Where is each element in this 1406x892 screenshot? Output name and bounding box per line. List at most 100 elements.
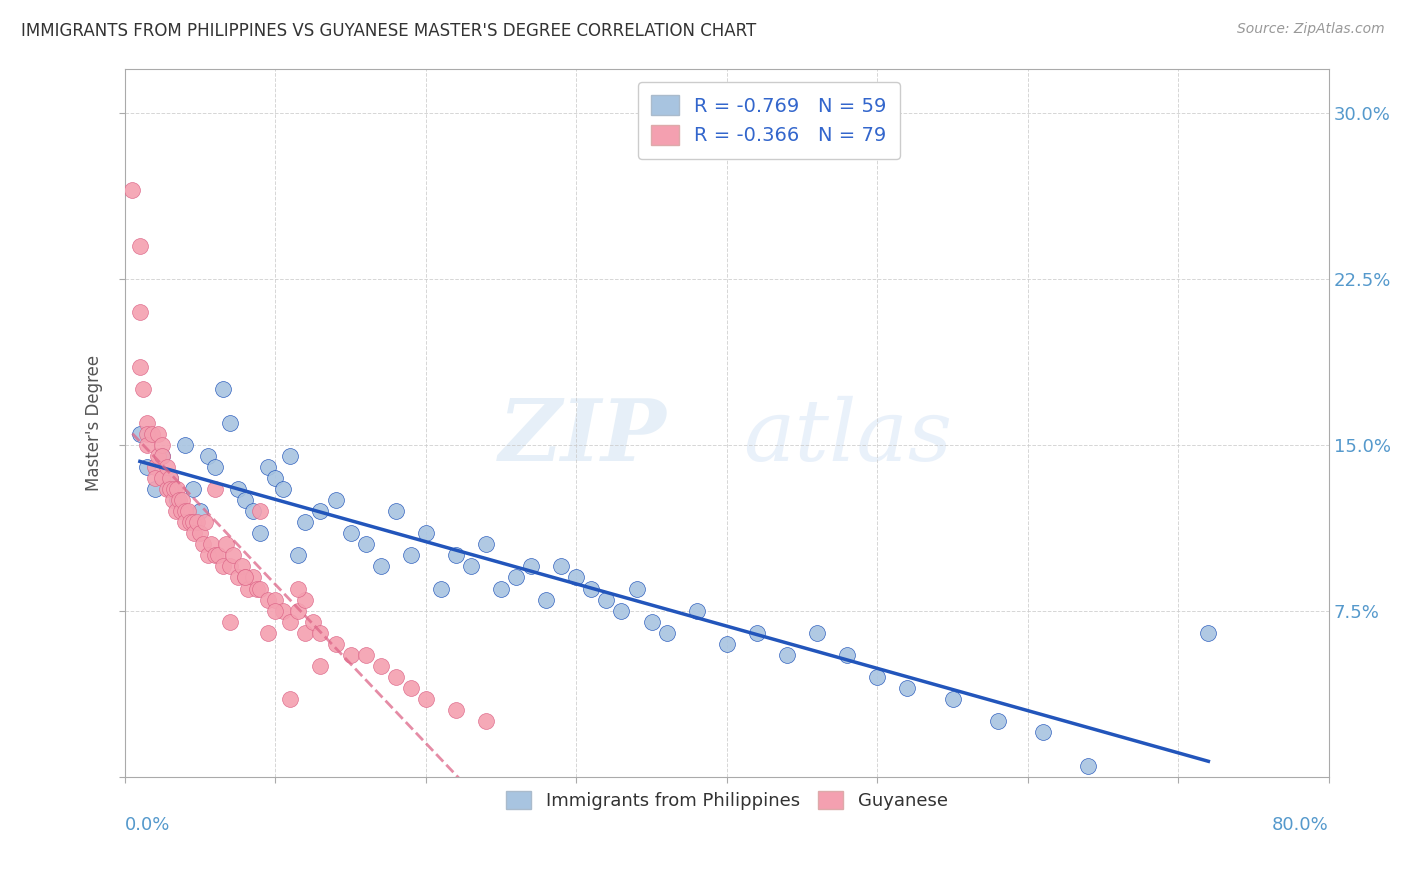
Point <box>166 493 188 508</box>
Point <box>444 549 467 563</box>
Point <box>233 493 256 508</box>
Point <box>159 482 181 496</box>
Point <box>219 615 242 629</box>
Point <box>141 426 163 441</box>
Point <box>837 648 859 662</box>
Legend: Immigrants from Philippines, Guyanese: Immigrants from Philippines, Guyanese <box>495 780 959 821</box>
Point <box>280 449 302 463</box>
Point <box>188 526 211 541</box>
Point <box>581 582 603 596</box>
Point <box>143 471 166 485</box>
Point <box>121 183 143 197</box>
Point <box>191 537 214 551</box>
Text: IMMIGRANTS FROM PHILIPPINES VS GUYANESE MASTER'S DEGREE CORRELATION CHART: IMMIGRANTS FROM PHILIPPINES VS GUYANESE … <box>21 22 756 40</box>
Point <box>152 449 174 463</box>
Point <box>152 438 174 452</box>
Point <box>309 625 332 640</box>
Point <box>181 515 204 529</box>
Point <box>186 515 208 529</box>
Point <box>197 549 219 563</box>
Point <box>136 459 159 474</box>
Point <box>219 559 242 574</box>
Point <box>174 438 197 452</box>
Point <box>384 670 406 684</box>
Point <box>242 570 264 584</box>
Point <box>159 471 181 485</box>
Point <box>987 714 1010 729</box>
Point <box>354 648 377 662</box>
Point <box>294 515 316 529</box>
Point <box>256 625 278 640</box>
Point <box>370 659 392 673</box>
Point <box>280 615 302 629</box>
Point <box>249 504 271 518</box>
Point <box>271 482 294 496</box>
Point <box>309 504 332 518</box>
Point <box>179 515 201 529</box>
Point <box>806 625 828 640</box>
Point <box>264 604 287 618</box>
Point <box>1032 725 1054 739</box>
Point <box>204 482 226 496</box>
Point <box>169 504 191 518</box>
Point <box>415 692 437 706</box>
Text: Source: ZipAtlas.com: Source: ZipAtlas.com <box>1237 22 1385 37</box>
Point <box>776 648 799 662</box>
Point <box>222 549 245 563</box>
Point <box>475 537 498 551</box>
Point <box>1077 758 1099 772</box>
Point <box>520 559 543 574</box>
Point <box>174 515 197 529</box>
Point <box>226 482 249 496</box>
Point <box>505 570 527 584</box>
Point <box>595 592 617 607</box>
Point <box>181 482 204 496</box>
Point <box>475 714 498 729</box>
Point <box>399 681 422 695</box>
Point <box>430 582 453 596</box>
Point <box>256 459 278 474</box>
Point <box>444 703 467 717</box>
Point <box>226 570 249 584</box>
Point <box>294 625 316 640</box>
Point <box>866 670 889 684</box>
Point <box>745 625 768 640</box>
Point <box>325 493 347 508</box>
Point <box>565 570 588 584</box>
Point <box>302 615 325 629</box>
Point <box>128 238 150 252</box>
Point <box>626 582 648 596</box>
Point <box>287 582 309 596</box>
Point <box>249 526 271 541</box>
Point <box>309 659 332 673</box>
Point <box>136 426 159 441</box>
Point <box>896 681 918 695</box>
Point <box>170 493 193 508</box>
Text: 0.0%: 0.0% <box>125 815 170 833</box>
Point <box>211 383 233 397</box>
Point <box>197 449 219 463</box>
Point <box>550 559 572 574</box>
Y-axis label: Master's Degree: Master's Degree <box>86 354 103 491</box>
Text: ZIP: ZIP <box>498 395 666 478</box>
Point <box>233 570 256 584</box>
Point <box>399 549 422 563</box>
Point <box>128 360 150 375</box>
Point <box>128 426 150 441</box>
Point <box>143 482 166 496</box>
Point <box>325 637 347 651</box>
Point <box>166 482 188 496</box>
Point <box>207 549 229 563</box>
Point <box>128 305 150 319</box>
Point <box>489 582 512 596</box>
Point <box>264 592 287 607</box>
Point <box>156 482 179 496</box>
Point <box>339 526 361 541</box>
Point <box>246 582 269 596</box>
Text: atlas: atlas <box>742 395 952 478</box>
Point <box>1197 625 1219 640</box>
Point <box>146 426 169 441</box>
Point <box>264 471 287 485</box>
Point <box>460 559 482 574</box>
Point <box>238 582 260 596</box>
